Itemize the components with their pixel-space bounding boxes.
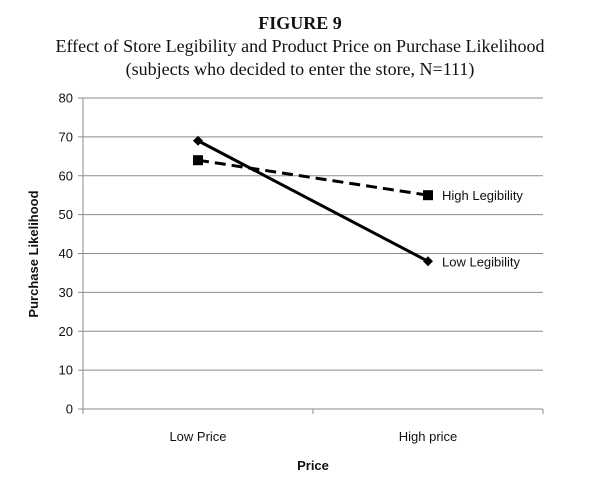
- series-line: [197, 139, 429, 263]
- data-point-square: [423, 190, 433, 201]
- y-tick-label: 40: [59, 246, 73, 261]
- x-axis: Low Price High price: [82, 408, 544, 444]
- figure-number: FIGURE 9: [258, 13, 342, 33]
- y-tick-label: 0: [66, 402, 73, 417]
- y-tick-label: 80: [59, 91, 73, 106]
- y-tick-label: 60: [59, 168, 73, 183]
- x-tick-label: Low Price: [169, 429, 226, 444]
- series-group: High Legibility Low Legibility: [193, 135, 523, 269]
- y-axis: 0 10 20 30 40 50 60 70 80: [59, 91, 84, 417]
- series-label: High Legibility: [442, 188, 523, 203]
- data-point-diamond: [193, 135, 203, 146]
- data-point-square: [193, 155, 203, 166]
- y-tick-label: 30: [59, 285, 73, 300]
- x-tick-label: High price: [399, 429, 458, 444]
- chart-title: Effect of Store Legibility and Product P…: [55, 36, 545, 56]
- series-line: [197, 158, 429, 197]
- chart-subtitle: (subjects who decided to enter the store…: [125, 59, 475, 79]
- y-tick-label: 50: [59, 207, 73, 222]
- data-point-diamond: [423, 256, 433, 267]
- series-label: Low Legibility: [442, 254, 521, 269]
- gridlines: [83, 97, 543, 371]
- y-tick-label: 10: [59, 363, 73, 378]
- x-axis-title: Price: [297, 458, 329, 473]
- y-tick-label: 20: [59, 324, 73, 339]
- y-axis-title: Purchase Likelihood: [26, 190, 41, 317]
- y-tick-label: 70: [59, 129, 73, 144]
